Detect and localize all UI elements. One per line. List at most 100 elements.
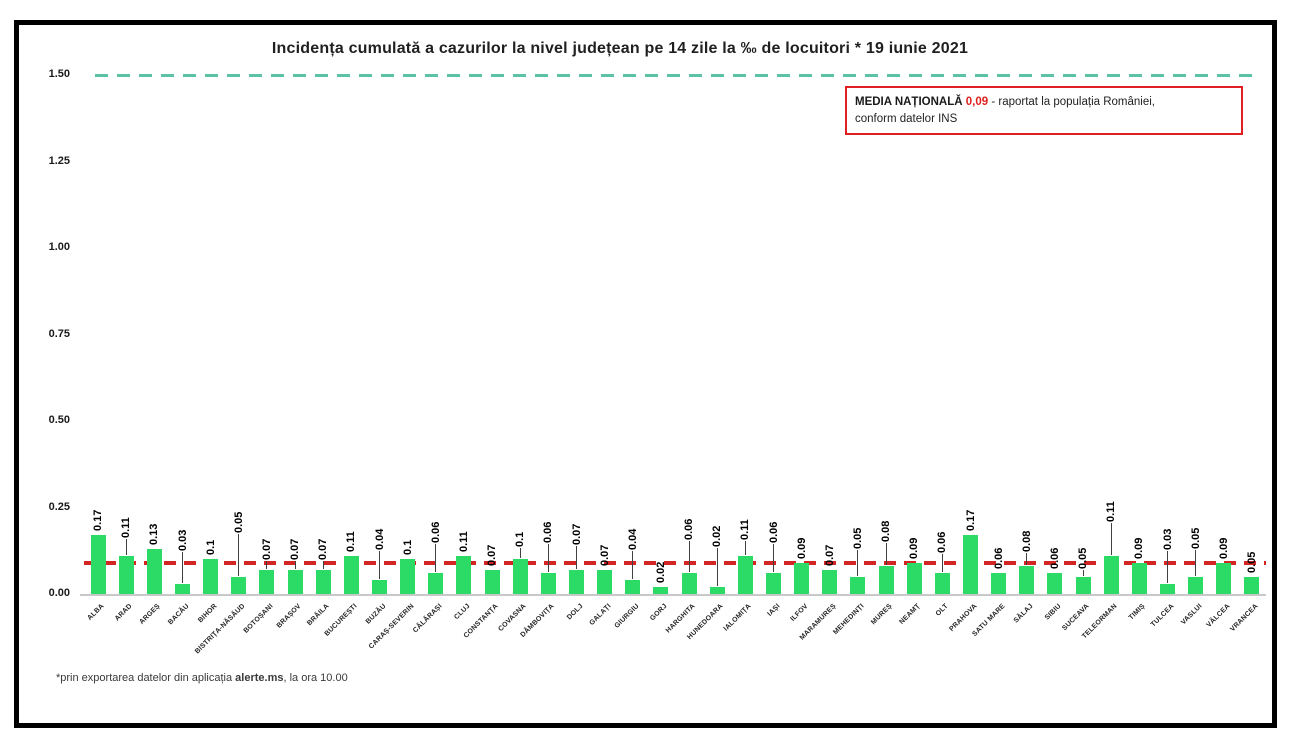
leader-line: [744, 540, 746, 555]
chart-title: Incidența cumulată a cazurilor la nivel …: [271, 40, 969, 57]
bar-value-label: 0.1: [401, 540, 414, 556]
bar: [1160, 583, 1175, 594]
bar-value-label: 0.06: [767, 521, 780, 544]
bar: [934, 573, 950, 594]
leader-line: [773, 544, 774, 573]
bar-value-label: 0.13: [148, 523, 161, 546]
bar: [569, 569, 584, 594]
bar: [822, 569, 838, 594]
bar: [315, 569, 331, 594]
bar-value-label: 0.17: [92, 509, 105, 532]
bar-value-label: 0.07: [570, 523, 583, 545]
bar: [231, 576, 247, 594]
upper-reference-line: [95, 74, 1260, 77]
bar: [963, 535, 978, 594]
leader-line: [125, 538, 127, 555]
bar: [850, 576, 866, 594]
bar-value-label: 0.07: [598, 544, 611, 566]
y-axis-tick-label: 1.50: [48, 68, 70, 80]
leader-line: [1110, 522, 1112, 555]
y-axis-tick-label: 1.25: [48, 154, 70, 167]
leader-line: [266, 560, 268, 569]
bar-value-label: 0.05: [1189, 527, 1202, 549]
bar: [1019, 566, 1035, 594]
bar: [512, 559, 528, 594]
bar-value-label: 0.1: [514, 532, 527, 548]
bar: [597, 569, 613, 594]
y-axis-tick-label: 0.25: [48, 500, 70, 513]
leader-line: [716, 548, 718, 587]
leader-line: [576, 545, 577, 569]
leader-line: [688, 541, 690, 573]
national-average-box: MEDIA NAȚIONALĂ 0,09 - raportat la popul…: [845, 86, 1243, 136]
footnote-app-name: alerte.ms: [235, 672, 284, 684]
bar-value-label: 0.1: [204, 540, 217, 556]
bar: [625, 580, 641, 594]
bar: [991, 573, 1007, 594]
bar: [906, 562, 922, 594]
bar-value-label: 0.17: [964, 509, 977, 532]
bar: [1216, 562, 1232, 594]
leader-line: [632, 551, 634, 580]
bar-value-label: 0.09: [795, 537, 808, 559]
bar: [372, 580, 387, 594]
legend-value: 0,09: [965, 96, 989, 108]
legend-text-line1: - raportat la populația României,: [991, 96, 1155, 108]
bar: [400, 559, 416, 594]
bar: [1131, 562, 1147, 594]
bar-value-label: 0.05: [232, 511, 245, 533]
bar-value-label: 0.11: [739, 519, 752, 540]
bar: [146, 549, 162, 594]
bar: [456, 555, 472, 594]
leader-line: [1082, 569, 1084, 576]
bar-value-label: 0.09: [1217, 537, 1230, 559]
bar: [175, 583, 190, 594]
bar: [343, 555, 359, 594]
bar: [118, 555, 134, 594]
bar-value-label: 0.07: [823, 544, 836, 566]
bar-value-label: 0.06: [542, 521, 555, 544]
bar: [766, 573, 781, 594]
bar-value-label: 0.05: [1077, 547, 1090, 569]
bar: [1075, 576, 1091, 594]
bar: [653, 587, 669, 594]
legend-label: MEDIA NAȚIONALĂ: [855, 96, 963, 108]
bar-value-label: 0.07: [289, 538, 302, 560]
bar: [203, 559, 219, 594]
bar-value-label: 0.08: [1020, 530, 1033, 553]
bar: [709, 587, 725, 594]
national-average-line: [84, 560, 1266, 565]
bar-value-label: 0.09: [1133, 537, 1146, 559]
leader-line: [182, 551, 183, 583]
bar-value-label: 0.11: [120, 517, 133, 538]
bar: [737, 555, 753, 594]
bar: [1047, 573, 1063, 594]
leader-line: [294, 560, 296, 569]
y-axis-tick-label: 0.75: [48, 327, 70, 340]
bar-value-label: 0.09: [908, 537, 921, 559]
bar: [794, 562, 810, 594]
bar: [878, 566, 894, 594]
leader-line: [519, 548, 521, 559]
bar-value-label: 0.05: [1245, 551, 1258, 573]
bar-value-label: 0.08: [880, 520, 893, 543]
bar-value-label: 0.04: [373, 528, 386, 551]
leader-line: [1026, 553, 1028, 566]
bar: [681, 573, 697, 594]
bar-value-label: 0.02: [654, 561, 667, 584]
bar-value-label: 0.02: [711, 525, 724, 548]
y-axis-tick-label: 0.00: [48, 587, 70, 599]
bar: [484, 569, 500, 594]
bar-value-label: 0.11: [345, 531, 358, 552]
bar-value-label: 0.06: [936, 531, 949, 554]
leader-line: [379, 551, 380, 580]
leader-line: [322, 560, 324, 569]
bar-value-label: 0.04: [626, 528, 639, 551]
leader-line: [1167, 550, 1168, 583]
bar: [90, 535, 106, 594]
bar-value-label: 0.06: [1048, 547, 1061, 570]
bar: [428, 573, 444, 594]
bar-value-label: 0.06: [683, 518, 696, 541]
bar: [1188, 576, 1204, 594]
bar: [259, 569, 275, 594]
